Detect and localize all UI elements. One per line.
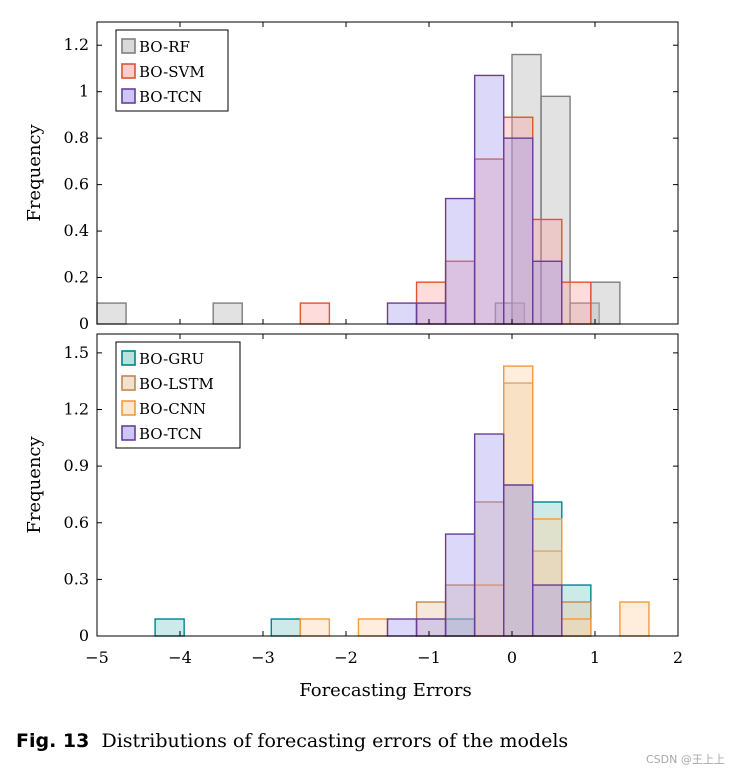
legend-swatch-bottom-1 [121,375,136,391]
legend-label-bottom-0: BO-GRU [139,350,204,368]
xlabel: Forecasting Errors [299,680,472,701]
bar-top-bo-tcn-1 [415,302,447,325]
legend-swatch-bottom-3 [121,425,136,441]
ytick-label-top-3: 0.6 [64,175,89,194]
ytick-label-bottom-4: 1.2 [64,400,89,419]
bar-bottom-bo-tcn-1 [415,618,447,637]
legend-bottom: BO-GRU BO-LSTM BO-CNN BO-TCN [115,341,241,449]
legend-box-bottom [115,341,241,449]
legend-label-bottom-3: BO-TCN [139,425,202,443]
bar-top-bo-tcn-4 [503,137,534,325]
ytick-label-bottom-2: 0.6 [64,513,89,532]
xtick-label-7: 2 [673,648,683,667]
series-bo-tcn [386,74,563,325]
bar-bottom-bo-gru-1 [270,618,302,637]
figure-caption: Fig. 13 Distributions of forecasting err… [16,730,568,752]
plot-frame-bottom [96,333,679,637]
legend-swatch-bottom-0 [121,350,136,366]
xtick-label-0: −5 [85,648,109,667]
bar-top-bo-svm-5 [532,218,563,325]
bar-bottom-bo-lstm-3 [503,382,534,637]
ylabel-bottom: Frequency [24,435,45,533]
histogram-figure: 00.20.40.60.811.2FrequencyBO-RFBO-SVMBO-… [24,21,683,701]
bar-bottom-bo-cnn-5 [561,618,592,637]
ytick-label-top-2: 0.4 [64,221,89,240]
panel-bottom: 00.30.60.91.21.5FrequencyBO-GRUBO-LSTMBO… [24,333,683,701]
xtick-label-1: −4 [168,648,192,667]
bar-bottom-bo-tcn-2 [444,533,476,637]
xtick-label-3: −2 [334,648,358,667]
bar-bottom-bo-cnn-1 [357,618,389,637]
xtick-label-4: −1 [417,648,441,667]
bar-top-bo-rf-6 [590,281,621,325]
legend-label-bottom-1: BO-LSTM [139,375,214,393]
xtick-label-5: 0 [507,648,517,667]
ytick-label-bottom-3: 0.9 [64,456,89,475]
bar-bottom-bo-cnn-6 [619,601,650,637]
legend-label-top-2: BO-TCN [139,88,202,106]
ytick-label-top-6: 1.2 [64,35,89,54]
legend-swatch-top-1 [121,63,136,79]
plot-frame-top [96,21,679,325]
panel-top: 00.20.40.60.811.2FrequencyBO-RFBO-SVMBO-… [24,21,679,333]
bar-top-bo-rf-1 [212,302,243,325]
bar-bottom-bo-tcn-0 [386,618,418,637]
caption-text: Distributions of forecasting errors of t… [101,730,569,752]
bar-bottom-bo-gru-3 [503,484,534,637]
legend-label-top-0: BO-RF [139,38,190,56]
series-bo-gru [154,484,592,637]
legend-swatch-top-0 [121,38,136,54]
ytick-label-top-5: 1 [79,82,89,101]
bar-bottom-bo-tcn-4 [503,484,534,637]
bar-top-bo-tcn-0 [386,302,418,325]
legend-label-top-1: BO-SVM [139,63,205,81]
legend-top: BO-RF BO-SVM BO-TCN [115,29,229,112]
ytick-label-top-4: 0.8 [64,128,89,147]
watermark: CSDN @王上上 [646,753,725,766]
xtick-label-2: −3 [251,648,275,667]
legend-label-bottom-2: BO-CNN [139,400,206,418]
ylabel-top: Frequency [24,123,45,221]
ytick-label-bottom-1: 0.3 [64,569,89,588]
bar-top-bo-svm-6 [561,281,592,325]
xtick-label-6: 1 [590,648,600,667]
bar-bottom-bo-tcn-5 [532,584,563,637]
series-bo-rf [96,53,621,325]
figure-number: Fig. 13 [16,730,90,752]
legend-swatch-top-2 [121,88,136,104]
bar-top-bo-rf-0 [96,302,127,325]
ytick-label-top-1: 0.2 [64,268,89,287]
ytick-label-bottom-5: 1.5 [64,343,89,362]
legend-swatch-bottom-2 [121,400,136,416]
bar-bottom-bo-tcn-3 [473,433,505,637]
ytick-label-bottom-0: 0 [79,626,89,645]
bar-top-bo-tcn-2 [444,197,476,325]
bar-bottom-bo-cnn-2 [473,584,505,637]
bar-top-bo-tcn-3 [473,74,505,325]
bar-bottom-bo-cnn-0 [299,618,331,637]
series-bo-lstm [415,382,592,637]
bar-top-bo-tcn-5 [532,260,563,325]
bar-top-bo-svm-0 [299,302,331,325]
ytick-label-top-0: 0 [79,314,89,333]
